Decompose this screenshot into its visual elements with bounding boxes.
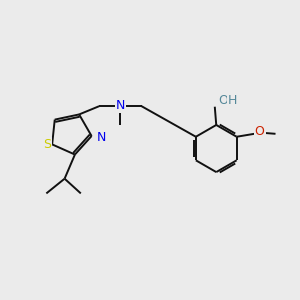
Text: N: N bbox=[116, 98, 125, 112]
Text: N: N bbox=[97, 131, 106, 144]
Text: H: H bbox=[228, 94, 237, 107]
Text: O: O bbox=[218, 94, 228, 107]
Text: S: S bbox=[43, 138, 51, 151]
Text: O: O bbox=[255, 125, 265, 138]
